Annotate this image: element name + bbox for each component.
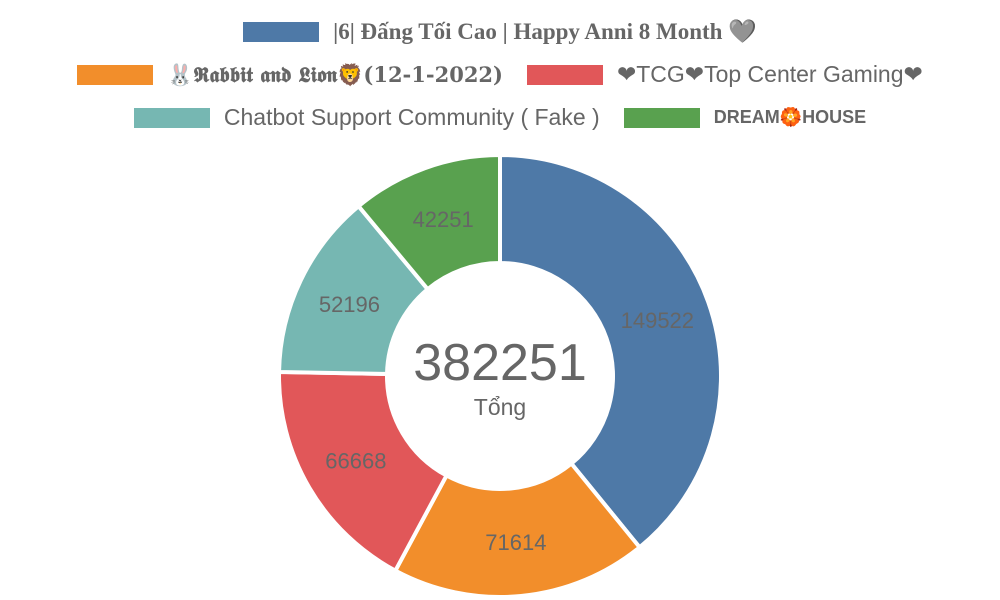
legend-swatch-1: [77, 64, 154, 85]
center-total: 382251: [413, 334, 587, 392]
legend-swatch-3: [133, 107, 210, 128]
legend-label-2: ❤TCG❤Top Center Gaming❤: [616, 61, 923, 87]
center-caption: Tổng: [474, 394, 526, 420]
legend-row-1: |6| Đấng Tối Cao | Happy Anni 8 Month 🩶: [0, 18, 1000, 45]
slice-labels: 149522 71614 66668 52196 42251: [319, 207, 694, 555]
legend-swatch-4: [623, 107, 700, 128]
donut-slice-4[interactable]: [355, 152, 502, 292]
slice-label-0: 149522: [621, 308, 694, 333]
legend-label-0: |6| Đấng Tối Cao | Happy Anni 8 Month 🩶: [333, 19, 757, 44]
slice-label-2: 66668: [325, 448, 386, 473]
legend-row-2: 🐰𝕽𝖆𝖇𝖇𝖎𝖙 𝖆𝖓𝖉 𝕷𝖎𝖔𝖓🦁(12-1-2022) ❤TCG❤Top Ce…: [0, 61, 1000, 88]
legend-row-3: Chatbot Support Community ( Fake ) DREAM…: [0, 104, 1000, 131]
legend-label-4: DREAM🏵️HOUSE: [713, 107, 867, 127]
donut-slice-3[interactable]: [276, 203, 431, 376]
legend-label-1: 🐰𝕽𝖆𝖇𝖇𝖎𝖙 𝖆𝖓𝖉 𝕷𝖎𝖔𝖓🦁(12-1-2022): [167, 61, 503, 87]
legend-item-4[interactable]: DREAM🏵️HOUSE: [623, 107, 867, 128]
legend-swatch-2: [526, 64, 603, 85]
legend-item-3[interactable]: Chatbot Support Community ( Fake ): [133, 104, 600, 131]
donut-slice-0[interactable]: [498, 152, 723, 551]
donut-slice-2[interactable]: [277, 369, 450, 574]
slice-label-3: 52196: [319, 292, 380, 317]
slice-label-4: 42251: [413, 207, 474, 232]
legend-item-1[interactable]: 🐰𝕽𝖆𝖇𝖇𝖎𝖙 𝖆𝖓𝖉 𝕷𝖎𝖔𝖓🦁(12-1-2022): [77, 62, 503, 88]
legend-swatch-0: [243, 21, 320, 42]
legend-item-0[interactable]: |6| Đấng Tối Cao | Happy Anni 8 Month 🩶: [243, 18, 757, 45]
donut-slice-1[interactable]: [392, 460, 643, 599]
donut-slices: [276, 152, 723, 599]
legend-label-3: Chatbot Support Community ( Fake ): [223, 104, 600, 130]
slice-label-1: 71614: [485, 530, 546, 555]
legend-item-2[interactable]: ❤TCG❤Top Center Gaming❤: [526, 61, 923, 88]
